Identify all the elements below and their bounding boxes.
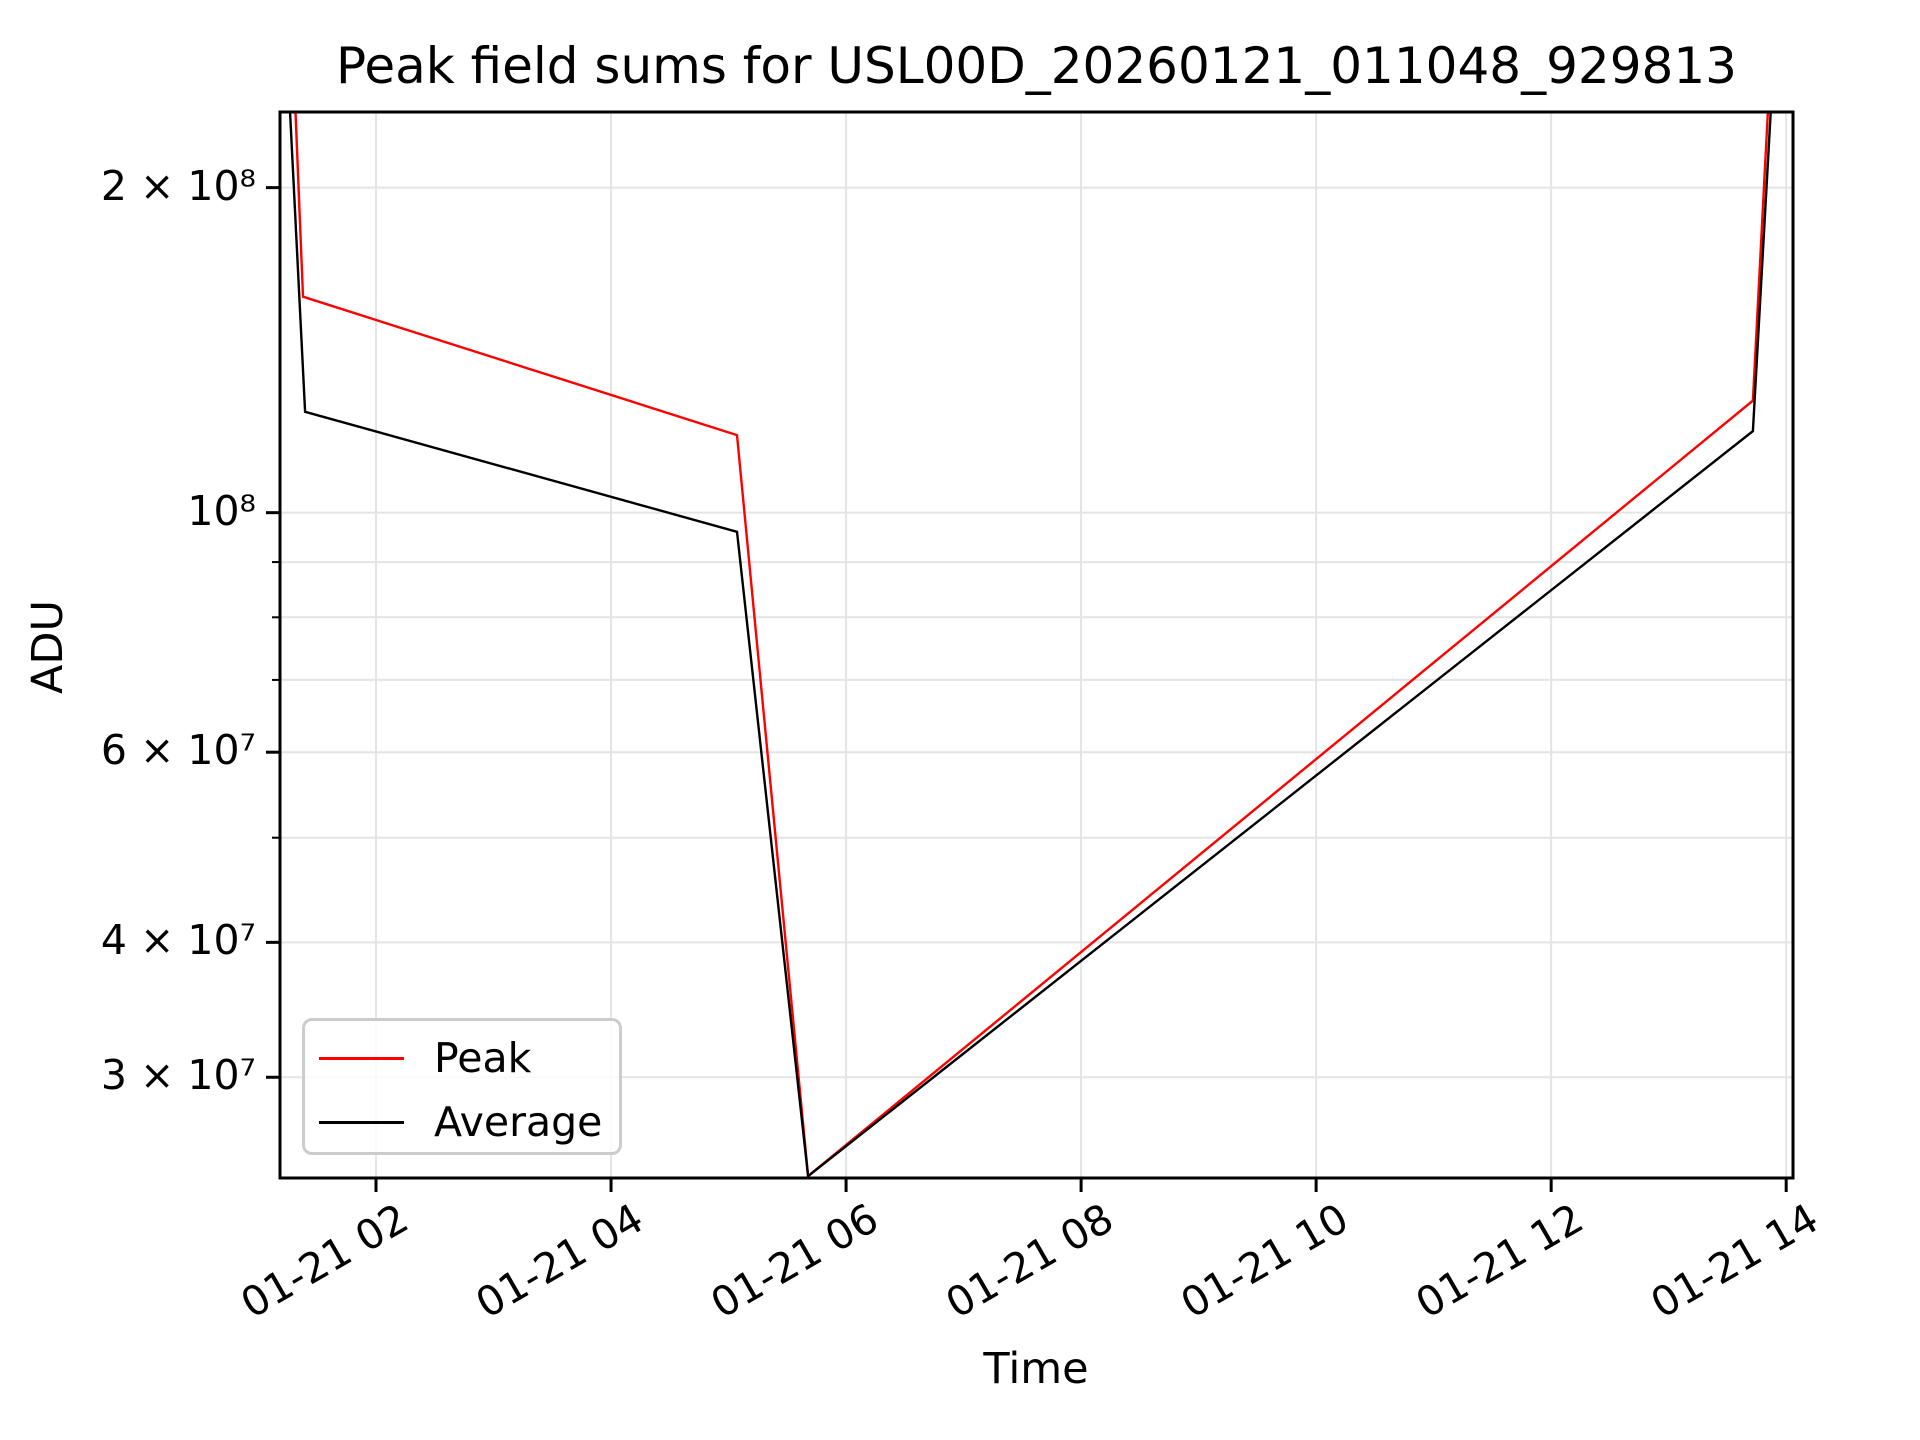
x-tick-label: 01-21 02: [232, 1194, 417, 1328]
legend-entry-peak: Peak: [305, 1033, 619, 1083]
x-tick-label: 01-21 14: [1642, 1194, 1827, 1328]
x-tick-label: 01-21 12: [1407, 1194, 1592, 1328]
x-tick-label: 01-21 08: [937, 1194, 1122, 1328]
legend: Peak Average: [302, 1018, 622, 1155]
average-line-sample: [319, 1120, 404, 1124]
legend-entry-average: Average: [305, 1097, 619, 1147]
y-tick-label: 4 × 10⁷: [100, 916, 256, 965]
y-tick-label: 2 × 10⁸: [100, 161, 256, 210]
legend-label: Average: [434, 1098, 603, 1146]
y-axis-label: ADU: [23, 600, 73, 694]
y-tick-label: 6 × 10⁷: [100, 726, 256, 775]
x-tick-label: 01-21 06: [702, 1194, 887, 1328]
legend-label: Peak: [434, 1034, 532, 1082]
x-tick-label: 01-21 04: [467, 1194, 652, 1328]
x-axis-label: Time: [983, 1344, 1089, 1394]
chart-title: Peak field sums for USL00D_20260121_0110…: [336, 37, 1737, 95]
y-tick-label: 3 × 10⁷: [100, 1051, 256, 1100]
peak-line-sample: [319, 1056, 404, 1060]
x-tick-label: 01-21 10: [1172, 1194, 1357, 1328]
y-tick-label: 10⁸: [187, 486, 256, 535]
